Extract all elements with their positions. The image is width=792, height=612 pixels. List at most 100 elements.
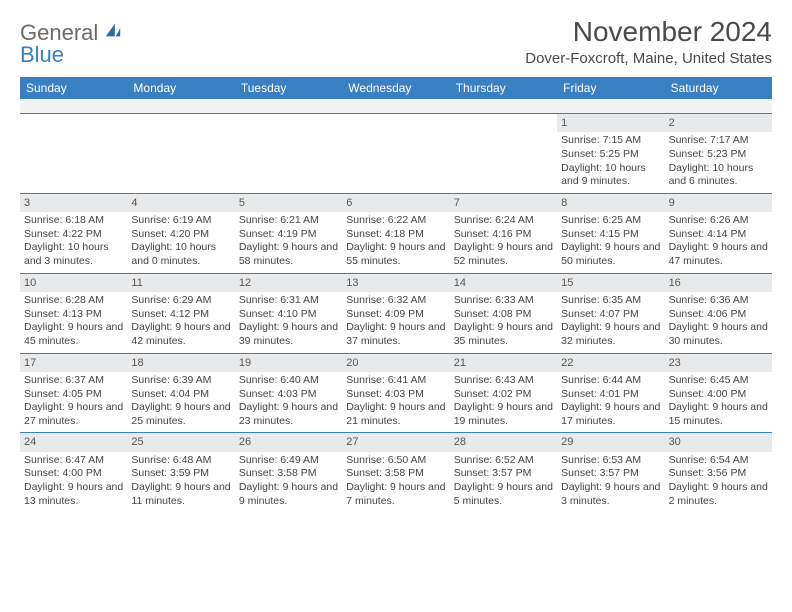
sunset-line: Sunset: 3:58 PM bbox=[239, 467, 338, 481]
day-cell: 27Sunrise: 6:50 AMSunset: 3:58 PMDayligh… bbox=[342, 433, 449, 512]
sunset-line: Sunset: 4:15 PM bbox=[561, 228, 660, 242]
day-number: 1 bbox=[557, 114, 664, 132]
sunset-line: Sunset: 3:56 PM bbox=[669, 467, 768, 481]
week-row: 1Sunrise: 7:15 AMSunset: 5:25 PMDaylight… bbox=[20, 113, 772, 193]
sunset-line: Sunset: 4:20 PM bbox=[131, 228, 230, 242]
weekday-row: SundayMondayTuesdayWednesdayThursdayFrid… bbox=[20, 77, 772, 99]
daylight-line: Daylight: 9 hours and 13 minutes. bbox=[24, 481, 123, 508]
day-cell: 16Sunrise: 6:36 AMSunset: 4:06 PMDayligh… bbox=[665, 274, 772, 353]
weekday-header: Friday bbox=[557, 77, 664, 99]
sunrise-line: Sunrise: 6:54 AM bbox=[669, 454, 768, 468]
day-number: 24 bbox=[20, 433, 127, 451]
logo-sail-icon bbox=[104, 20, 122, 45]
sunset-line: Sunset: 4:08 PM bbox=[454, 308, 553, 322]
daylight-line: Daylight: 9 hours and 5 minutes. bbox=[454, 481, 553, 508]
day-number: 25 bbox=[127, 433, 234, 451]
sunset-line: Sunset: 4:03 PM bbox=[346, 388, 445, 402]
sunrise-line: Sunrise: 6:24 AM bbox=[454, 214, 553, 228]
day-cell: 15Sunrise: 6:35 AMSunset: 4:07 PMDayligh… bbox=[557, 274, 664, 353]
daylight-line: Daylight: 9 hours and 23 minutes. bbox=[239, 401, 338, 428]
daylight-line: Daylight: 9 hours and 11 minutes. bbox=[131, 481, 230, 508]
daylight-line: Daylight: 9 hours and 27 minutes. bbox=[24, 401, 123, 428]
daylight-line: Daylight: 9 hours and 7 minutes. bbox=[346, 481, 445, 508]
weekday-header: Tuesday bbox=[235, 77, 342, 99]
spacer-row bbox=[20, 99, 772, 113]
weekday-header: Wednesday bbox=[342, 77, 449, 99]
sunset-line: Sunset: 4:22 PM bbox=[24, 228, 123, 242]
sunset-line: Sunset: 4:06 PM bbox=[669, 308, 768, 322]
weekday-header: Sunday bbox=[20, 77, 127, 99]
sunrise-line: Sunrise: 6:41 AM bbox=[346, 374, 445, 388]
day-number: 26 bbox=[235, 433, 342, 451]
sunrise-line: Sunrise: 6:50 AM bbox=[346, 454, 445, 468]
day-number: 9 bbox=[665, 194, 772, 212]
day-number: 30 bbox=[665, 433, 772, 451]
sunrise-line: Sunrise: 6:28 AM bbox=[24, 294, 123, 308]
day-number: 29 bbox=[557, 433, 664, 451]
sunrise-line: Sunrise: 7:15 AM bbox=[561, 134, 660, 148]
weekday-header: Saturday bbox=[665, 77, 772, 99]
day-number: 5 bbox=[235, 194, 342, 212]
weekday-header: Monday bbox=[127, 77, 234, 99]
day-number: 27 bbox=[342, 433, 449, 451]
sunset-line: Sunset: 4:18 PM bbox=[346, 228, 445, 242]
daylight-line: Daylight: 9 hours and 30 minutes. bbox=[669, 321, 768, 348]
weekday-header: Thursday bbox=[450, 77, 557, 99]
daylight-line: Daylight: 10 hours and 3 minutes. bbox=[24, 241, 123, 268]
sunset-line: Sunset: 3:57 PM bbox=[454, 467, 553, 481]
day-cell bbox=[342, 114, 449, 193]
day-number: 3 bbox=[20, 194, 127, 212]
daylight-line: Daylight: 10 hours and 0 minutes. bbox=[131, 241, 230, 268]
sunset-line: Sunset: 3:59 PM bbox=[131, 467, 230, 481]
day-number: 2 bbox=[665, 114, 772, 132]
day-number: 14 bbox=[450, 274, 557, 292]
sunrise-line: Sunrise: 6:18 AM bbox=[24, 214, 123, 228]
day-cell: 3 Sunrise: 6:18 AMSunset: 4:22 PMDaylight… bbox=[20, 194, 127, 273]
sunset-line: Sunset: 4:00 PM bbox=[669, 388, 768, 402]
day-number: 8 bbox=[557, 194, 664, 212]
location: Dover-Foxcroft, Maine, United States bbox=[525, 50, 772, 67]
day-cell: 21Sunrise: 6:43 AMSunset: 4:02 PMDayligh… bbox=[450, 354, 557, 433]
sunset-line: Sunset: 4:02 PM bbox=[454, 388, 553, 402]
sunrise-line: Sunrise: 6:21 AM bbox=[239, 214, 338, 228]
sunset-line: Sunset: 5:25 PM bbox=[561, 148, 660, 162]
sunrise-line: Sunrise: 6:26 AM bbox=[669, 214, 768, 228]
sunset-line: Sunset: 4:00 PM bbox=[24, 467, 123, 481]
logo-text: General Blue bbox=[20, 22, 122, 66]
day-cell: 8Sunrise: 6:25 AMSunset: 4:15 PMDaylight… bbox=[557, 194, 664, 273]
sunrise-line: Sunrise: 6:19 AM bbox=[131, 214, 230, 228]
day-number: 20 bbox=[342, 354, 449, 372]
sunset-line: Sunset: 4:03 PM bbox=[239, 388, 338, 402]
sunset-line: Sunset: 4:13 PM bbox=[24, 308, 123, 322]
header: General Blue November 2024 Dover-Foxcrof… bbox=[20, 16, 772, 67]
sunset-line: Sunset: 4:07 PM bbox=[561, 308, 660, 322]
sunrise-line: Sunrise: 6:39 AM bbox=[131, 374, 230, 388]
day-number: 21 bbox=[450, 354, 557, 372]
sunrise-line: Sunrise: 7:17 AM bbox=[669, 134, 768, 148]
day-cell: 26Sunrise: 6:49 AMSunset: 3:58 PMDayligh… bbox=[235, 433, 342, 512]
calendar: SundayMondayTuesdayWednesdayThursdayFrid… bbox=[20, 77, 772, 512]
daylight-line: Daylight: 9 hours and 37 minutes. bbox=[346, 321, 445, 348]
sunrise-line: Sunrise: 6:45 AM bbox=[669, 374, 768, 388]
day-cell: 23Sunrise: 6:45 AMSunset: 4:00 PMDayligh… bbox=[665, 354, 772, 433]
sunset-line: Sunset: 4:05 PM bbox=[24, 388, 123, 402]
day-cell: 29Sunrise: 6:53 AMSunset: 3:57 PMDayligh… bbox=[557, 433, 664, 512]
sunset-line: Sunset: 4:12 PM bbox=[131, 308, 230, 322]
sunset-line: Sunset: 4:01 PM bbox=[561, 388, 660, 402]
daylight-line: Daylight: 9 hours and 50 minutes. bbox=[561, 241, 660, 268]
day-cell: 12Sunrise: 6:31 AMSunset: 4:10 PMDayligh… bbox=[235, 274, 342, 353]
daylight-line: Daylight: 9 hours and 35 minutes. bbox=[454, 321, 553, 348]
week-row: 24Sunrise: 6:47 AMSunset: 4:00 PMDayligh… bbox=[20, 432, 772, 512]
sunset-line: Sunset: 4:04 PM bbox=[131, 388, 230, 402]
day-cell: 24Sunrise: 6:47 AMSunset: 4:00 PMDayligh… bbox=[20, 433, 127, 512]
sunrise-line: Sunrise: 6:33 AM bbox=[454, 294, 553, 308]
day-cell: 4 Sunrise: 6:19 AMSunset: 4:20 PMDaylight… bbox=[127, 194, 234, 273]
sunrise-line: Sunrise: 6:49 AM bbox=[239, 454, 338, 468]
day-cell: 17Sunrise: 6:37 AMSunset: 4:05 PMDayligh… bbox=[20, 354, 127, 433]
sunset-line: Sunset: 4:10 PM bbox=[239, 308, 338, 322]
day-number: 6 bbox=[342, 194, 449, 212]
day-number: 4 bbox=[127, 194, 234, 212]
day-cell bbox=[450, 114, 557, 193]
sunset-line: Sunset: 4:09 PM bbox=[346, 308, 445, 322]
daylight-line: Daylight: 9 hours and 15 minutes. bbox=[669, 401, 768, 428]
